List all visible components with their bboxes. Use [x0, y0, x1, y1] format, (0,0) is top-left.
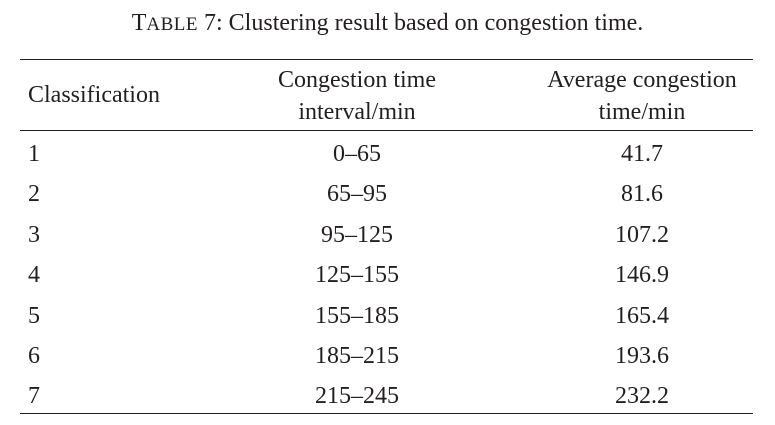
cell-average: 232.2	[615, 383, 669, 410]
table-top-rule	[20, 59, 753, 60]
table-row: 1 0–65 41.7	[20, 133, 753, 173]
cell-classification: 3	[28, 221, 40, 248]
cell-classification: 2	[28, 181, 40, 208]
cell-average: 41.7	[621, 141, 663, 167]
table-header: Classification Congestion time interval/…	[20, 62, 753, 128]
table-bottom-rule	[20, 413, 753, 414]
table-row: 5 155–185 165.4	[20, 295, 753, 335]
cell-interval: 0–65	[333, 141, 381, 167]
cell-interval: 65–95	[327, 181, 387, 208]
header-congestion-interval-line2: interval/min	[298, 99, 416, 125]
header-average-congestion-line2: time/min	[598, 99, 686, 125]
cell-interval: 185–215	[315, 342, 399, 369]
header-congestion-interval-line1: Congestion time	[278, 67, 436, 93]
cell-classification: 1	[28, 141, 40, 167]
cell-average: 81.6	[621, 181, 663, 208]
cell-average: 107.2	[615, 221, 669, 248]
header-classification: Classification	[28, 82, 160, 108]
cell-average: 165.4	[615, 302, 669, 329]
cell-interval: 125–155	[315, 262, 399, 289]
cell-classification: 6	[28, 342, 40, 369]
table-row: 6 185–215 193.6	[20, 335, 753, 375]
cell-classification: 5	[28, 302, 40, 329]
cell-interval: 95–125	[321, 221, 393, 248]
table-caption: TABLE 7: Clustering result based on cong…	[0, 6, 775, 42]
cell-average: 193.6	[615, 342, 669, 369]
header-congestion-interval: Congestion time interval/min	[207, 64, 507, 128]
caption-label-smallcaps: ABLE	[146, 14, 198, 35]
cell-interval: 215–245	[315, 383, 399, 410]
table-row: 2 65–95 81.6	[20, 173, 753, 213]
cell-interval: 155–185	[315, 302, 399, 329]
table-row: 3 95–125 107.2	[20, 214, 753, 254]
caption-label-number: 7:	[204, 10, 223, 36]
table-row: 7 215–245 232.2	[20, 375, 753, 415]
header-average-congestion: Average congestion time/min	[492, 64, 775, 128]
table-body: 1 0–65 41.7 2 65–95 81.6 3 95–125 107.2 …	[20, 133, 753, 416]
table-header-rule	[20, 130, 753, 131]
table-row: 4 125–155 146.9	[20, 254, 753, 294]
header-average-congestion-line1: Average congestion	[547, 67, 737, 93]
caption-label-initial: T	[131, 10, 147, 36]
cell-classification: 7	[28, 383, 40, 410]
cell-classification: 4	[28, 262, 40, 289]
cell-average: 146.9	[615, 262, 669, 289]
caption-text: Clustering result based on congestion ti…	[228, 10, 644, 36]
